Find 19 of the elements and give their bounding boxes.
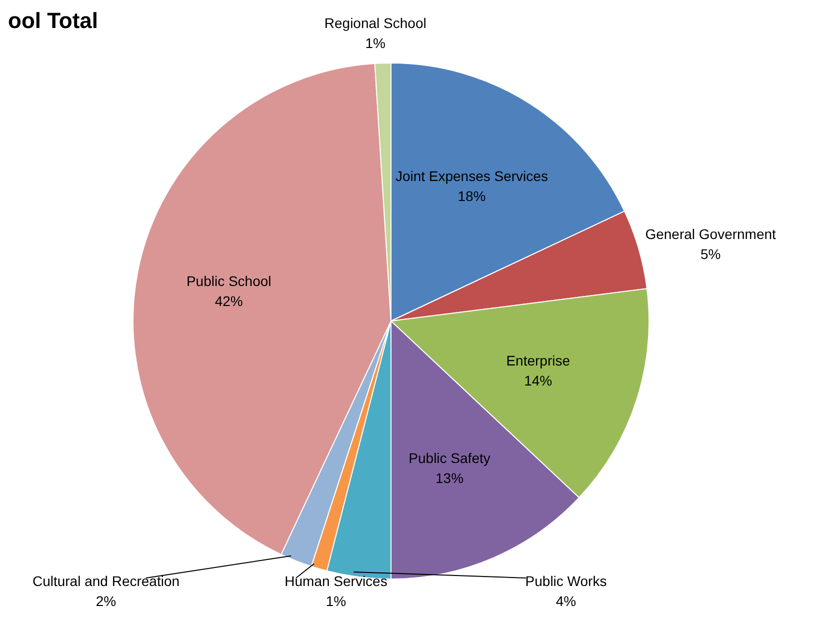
data-label: 14%	[524, 372, 552, 388]
data-label: 5%	[700, 246, 721, 262]
data-label: 18%	[458, 188, 486, 204]
slice-label: Cultural and Recreation	[32, 573, 180, 589]
slice-label: General Government	[645, 226, 776, 242]
data-label: 4%	[556, 593, 576, 609]
slice-label: Public School	[186, 273, 272, 290]
slice-label: Public Works	[525, 573, 607, 589]
data-label: 2%	[96, 593, 116, 609]
data-label: 1%	[326, 593, 346, 609]
slice-label: Regional School	[324, 15, 426, 32]
data-label: 13%	[436, 470, 464, 486]
slice-label: Public Safety	[408, 450, 490, 466]
slice-label: Human Services	[284, 573, 388, 589]
slice-label: Enterprise	[506, 352, 570, 368]
chart-title: ool Total	[8, 8, 98, 34]
data-label: 42%	[214, 293, 243, 310]
data-label: 1%	[365, 35, 386, 52]
slice-label: Joint Expenses Services	[395, 168, 548, 184]
